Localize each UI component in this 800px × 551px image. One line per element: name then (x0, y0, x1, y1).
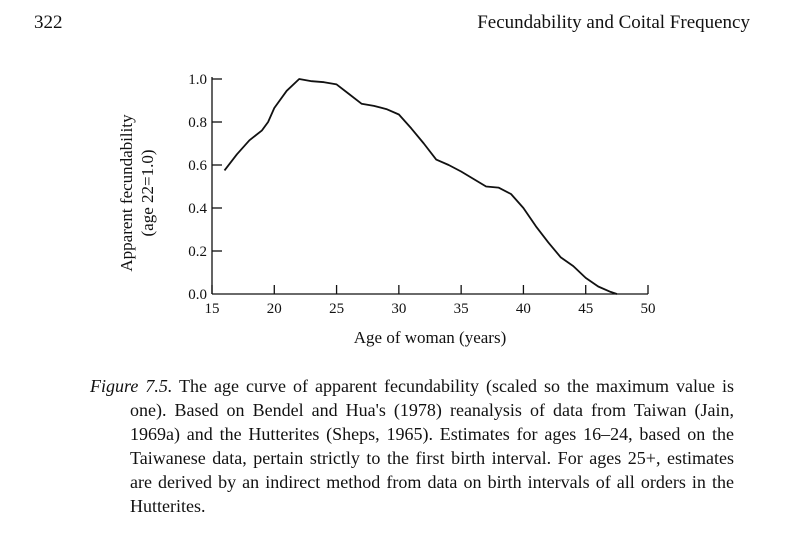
fecundability-line (223, 78, 618, 295)
caption-text: The age curve of apparent fecundability … (130, 376, 734, 516)
y-axis-sublabel: (age 22=1.0) (138, 149, 157, 236)
fecundability-chart: 0.0 0.2 0.4 0.6 0.8 1.0 15 20 25 30 35 40 45 50 Age … (117, 72, 656, 347)
x-tick-label: 40 (516, 301, 531, 317)
figure-caption: Figure 7.5. The age curve of apparent fe… (90, 374, 734, 518)
y-ticks: 0.0 0.2 0.4 0.6 0.8 1.0 (188, 72, 222, 303)
x-tick-label: 20 (267, 301, 282, 317)
x-tick-label: 50 (641, 301, 656, 317)
x-tick-label: 45 (578, 301, 593, 317)
x-axis-label: Age of woman (years) (354, 328, 506, 347)
x-tick-label: 25 (329, 301, 344, 317)
page-number: 322 (34, 12, 63, 33)
y-tick-label: 0.0 (188, 287, 207, 303)
x-axis: 15 20 25 30 35 40 45 50 (205, 285, 656, 317)
x-tick-label: 30 (391, 301, 406, 317)
y-tick-label: 0.4 (188, 201, 207, 217)
x-ticks: 15 20 25 30 35 40 45 50 (205, 285, 656, 317)
x-tick-label: 15 (205, 301, 220, 317)
y-axis: 0.0 0.2 0.4 0.6 0.8 1.0 (188, 72, 222, 303)
y-tick-label: 1.0 (188, 72, 207, 88)
running-head: Fecundability and Coital Frequency (477, 12, 750, 33)
x-tick-label: 35 (454, 301, 469, 317)
y-axis-label: Apparent fecundability (117, 114, 136, 272)
y-tick-label: 0.8 (188, 115, 207, 131)
y-tick-label: 0.6 (188, 158, 207, 174)
caption-label: Figure 7.5. (90, 376, 173, 396)
y-tick-label: 0.2 (188, 244, 207, 260)
